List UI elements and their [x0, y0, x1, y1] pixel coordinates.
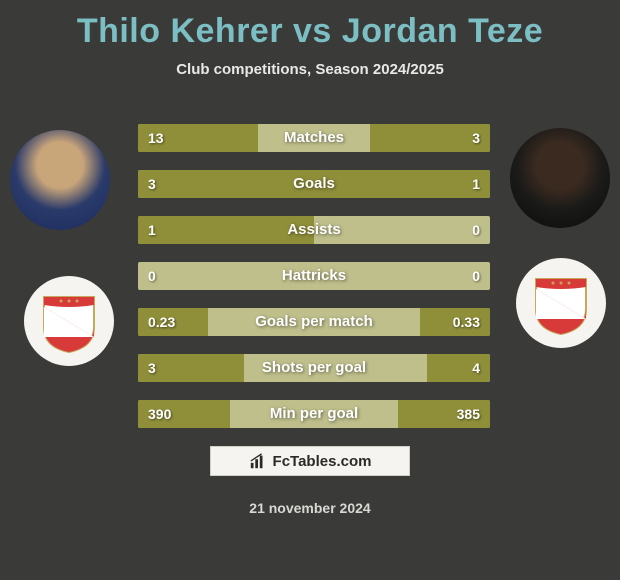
stat-row: 0.230.33Goals per match	[138, 308, 490, 336]
page-title: Thilo Kehrer vs Jordan Teze	[0, 0, 620, 51]
monaco-crest-icon	[39, 289, 99, 353]
branding-text: FcTables.com	[273, 453, 372, 470]
player2-club-badge	[516, 258, 606, 348]
stat-row: 133Matches	[138, 124, 490, 152]
player1-face-placeholder	[10, 130, 110, 230]
monaco-crest-icon	[531, 271, 591, 335]
stat-row: 390385Min per goal	[138, 400, 490, 428]
stat-label: Goals per match	[138, 308, 490, 336]
player1-club-badge	[24, 276, 114, 366]
stat-row: 34Shots per goal	[138, 354, 490, 382]
player2-face-placeholder	[510, 128, 610, 228]
comparison-bars: 133Matches 31Goals 10Assists 00Hattricks 0.2…	[138, 124, 490, 446]
stat-label: Hattricks	[138, 262, 490, 290]
player1-avatar	[10, 130, 110, 230]
branding-box: FcTables.com	[210, 446, 410, 476]
stat-row: 10Assists	[138, 216, 490, 244]
stat-label: Shots per goal	[138, 354, 490, 382]
stat-label: Matches	[138, 124, 490, 152]
stat-label: Goals	[138, 170, 490, 198]
chart-icon	[249, 452, 267, 470]
stat-row: 31Goals	[138, 170, 490, 198]
player2-avatar	[510, 128, 610, 228]
stat-row: 00Hattricks	[138, 262, 490, 290]
stat-label: Assists	[138, 216, 490, 244]
subtitle: Club competitions, Season 2024/2025	[0, 61, 620, 78]
stat-label: Min per goal	[138, 400, 490, 428]
date-text: 21 november 2024	[0, 500, 620, 516]
